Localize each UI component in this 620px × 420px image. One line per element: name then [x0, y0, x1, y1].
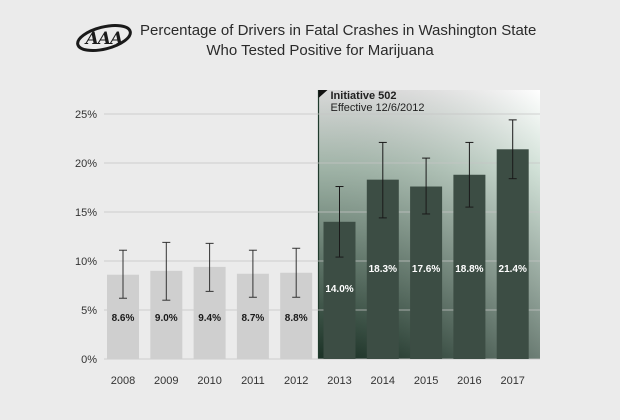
data-label: 8.6% — [112, 313, 135, 324]
x-tick-label: 2015 — [414, 375, 438, 387]
bar — [496, 149, 529, 359]
data-label: 18.8% — [455, 264, 483, 275]
data-label: 18.3% — [369, 264, 397, 275]
y-tick-label: 5% — [81, 305, 97, 317]
y-tick-label: 0% — [81, 354, 97, 366]
y-tick-label: 15% — [75, 207, 97, 219]
data-label: 9.4% — [198, 313, 221, 324]
y-tick-label: 20% — [75, 158, 97, 170]
bar — [410, 186, 443, 359]
x-tick-label: 2014 — [371, 375, 395, 387]
chart-title-line-2: Who Tested Positive for Marijuana — [206, 42, 434, 59]
y-tick-label: 10% — [75, 256, 97, 268]
x-tick-label: 2017 — [500, 375, 524, 387]
data-label: 8.7% — [242, 313, 265, 324]
annotation-title: Initiative 502 — [331, 90, 397, 102]
x-tick-label: 2010 — [197, 375, 221, 387]
x-tick-label: 2016 — [457, 375, 481, 387]
initiative-flag-icon — [318, 90, 328, 98]
y-tick-label: 25% — [75, 109, 97, 121]
x-tick-label: 2012 — [284, 375, 308, 387]
svg-text:AAA: AAA — [84, 29, 123, 49]
data-label: 8.8% — [285, 313, 308, 324]
x-tick-label: 2008 — [111, 375, 135, 387]
data-label: 21.4% — [499, 264, 527, 275]
x-tick-label: 2011 — [241, 375, 265, 387]
annotation-subtitle: Effective 12/6/2012 — [331, 102, 425, 114]
data-label: 17.6% — [412, 264, 440, 275]
aaa-logo: AAA — [76, 23, 132, 53]
data-label: 14.0% — [325, 284, 353, 295]
data-label: 9.0% — [155, 313, 178, 324]
chart-title-line-1: Percentage of Drivers in Fatal Crashes i… — [140, 22, 537, 39]
x-tick-label: 2013 — [327, 375, 351, 387]
x-tick-label: 2009 — [154, 375, 178, 387]
